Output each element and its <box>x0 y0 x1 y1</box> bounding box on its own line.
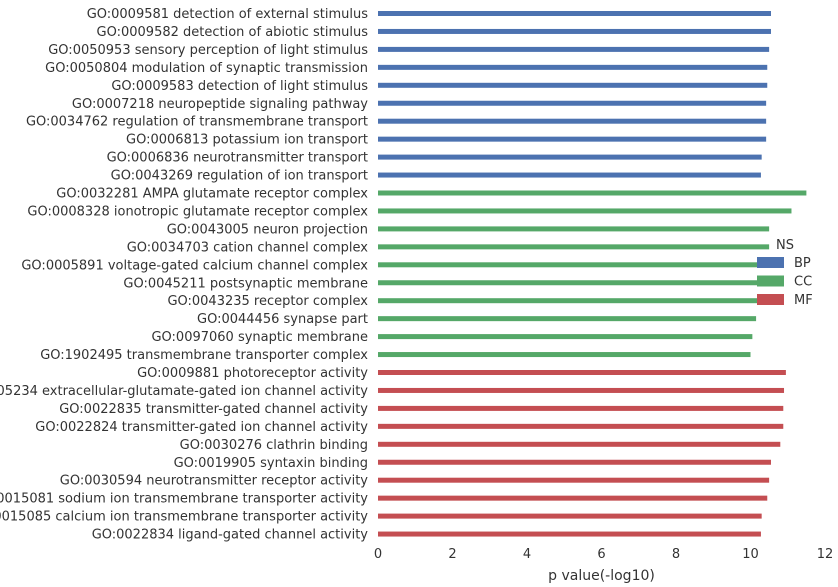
bar-cc <box>378 280 760 286</box>
bar-bp <box>378 136 767 142</box>
y-tick-label: GO:0043269 regulation of ion transport <box>111 169 368 184</box>
y-tick-label: GO:0009582 detection of abiotic stimulus <box>97 25 369 40</box>
bar-cc <box>378 226 770 232</box>
y-tick-label: GO:0097060 synaptic membrane <box>151 330 368 345</box>
bar-cc <box>378 316 757 322</box>
bar-bp <box>378 154 762 160</box>
bar-mf <box>378 495 768 501</box>
y-tick-label: GO:0044456 synapse part <box>197 312 368 327</box>
legend-swatch-mf <box>757 294 784 305</box>
bar-cc <box>378 334 753 340</box>
bar-cc <box>378 190 807 196</box>
y-tick-label: GO:0015085 calcium ion transmembrane tra… <box>0 510 368 525</box>
bar-mf <box>378 387 785 393</box>
y-tick-label: GO:0009881 photoreceptor activity <box>137 366 368 381</box>
bar-bp <box>378 64 768 70</box>
x-tick-label: 4 <box>523 547 531 562</box>
y-tick-label: GO:0005234 extracellular-glutamate-gated… <box>0 384 368 399</box>
bar-mf <box>378 531 761 537</box>
bar-bp <box>378 100 767 106</box>
legend: NS BP CC MF <box>757 238 813 308</box>
y-tick-label: GO:0034762 regulation of transmembrane t… <box>26 115 368 130</box>
x-tick-label: 8 <box>672 547 680 562</box>
legend-title: NS <box>776 238 794 253</box>
y-tick-label: GO:0050953 sensory perception of light s… <box>48 43 368 58</box>
y-tick-label: GO:1902495 transmembrane transporter com… <box>40 348 368 363</box>
bar-cc <box>378 244 770 250</box>
y-tick-label: GO:0043005 neuron projection <box>167 222 368 237</box>
x-tick-label: 10 <box>742 547 759 562</box>
y-tick-label: GO:0043235 receptor complex <box>167 294 368 309</box>
x-axis-ticks: 0 2 4 6 8 10 12 <box>374 547 833 562</box>
x-tick-label: 2 <box>448 547 456 562</box>
legend-label-cc: CC <box>794 275 812 290</box>
legend-swatch-bp <box>757 257 784 268</box>
bar-bp <box>378 11 771 16</box>
bar-bp <box>378 118 767 124</box>
bars-layer <box>378 11 807 537</box>
y-tick-label: GO:0050804 modulation of synaptic transm… <box>45 61 368 76</box>
bar-bp <box>378 28 771 34</box>
y-tick-label: GO:0007218 neuropeptide signaling pathwa… <box>72 97 368 112</box>
y-tick-label: GO:0008328 ionotropic glutamate receptor… <box>27 204 368 219</box>
x-tick-label: 0 <box>374 547 382 562</box>
y-tick-label: GO:0045211 postsynaptic membrane <box>123 276 368 291</box>
bar-mf <box>378 477 770 483</box>
bar-cc <box>378 298 760 304</box>
bar-bp <box>378 46 770 52</box>
x-tick-label: 6 <box>597 547 605 562</box>
y-tick-label: GO:0005891 voltage-gated calcium channel… <box>21 258 368 273</box>
legend-label-mf: MF <box>794 293 813 308</box>
y-tick-label: GO:0006813 potassium ion transport <box>126 133 368 148</box>
bar-mf <box>378 423 784 429</box>
bar-mf <box>378 459 771 465</box>
bar-cc <box>378 262 762 268</box>
bar-cc <box>378 352 751 358</box>
y-tick-label: GO:0032281 AMPA glutamate receptor compl… <box>56 187 368 202</box>
bar-mf <box>378 441 781 447</box>
bar-bp <box>378 82 768 88</box>
y-tick-label: GO:0034703 cation channel complex <box>127 240 369 255</box>
legend-swatch-cc <box>757 275 784 287</box>
y-tick-label: GO:0022834 ligand-gated channel activity <box>92 528 369 543</box>
y-tick-label: GO:0019905 syntaxin binding <box>174 456 368 471</box>
x-tick-label: 12 <box>817 547 834 562</box>
y-axis-labels: GO:0009581 detection of external stimulu… <box>0 7 368 543</box>
bar-mf <box>378 513 762 519</box>
y-tick-label: GO:0009581 detection of external stimulu… <box>87 7 369 22</box>
y-tick-label: GO:0022835 transmitter-gated channel act… <box>59 402 368 417</box>
bar-mf <box>378 370 786 375</box>
y-tick-label: GO:0030276 clathrin binding <box>180 438 368 453</box>
y-tick-label: GO:0006836 neurotransmitter transport <box>107 151 368 166</box>
bar-cc <box>378 208 792 214</box>
y-tick-label: GO:0030594 neurotransmitter receptor act… <box>60 474 369 489</box>
legend-label-bp: BP <box>794 256 811 271</box>
y-tick-label: GO:0009583 detection of light stimulus <box>111 79 368 94</box>
bar-bp <box>378 172 761 178</box>
bar-mf <box>378 405 784 411</box>
y-tick-label: GO:0015081 sodium ion transmembrane tran… <box>0 492 368 507</box>
y-tick-label: GO:0022824 transmitter-gated ion channel… <box>35 420 368 435</box>
x-axis-title: p value(-log10) <box>548 568 655 584</box>
